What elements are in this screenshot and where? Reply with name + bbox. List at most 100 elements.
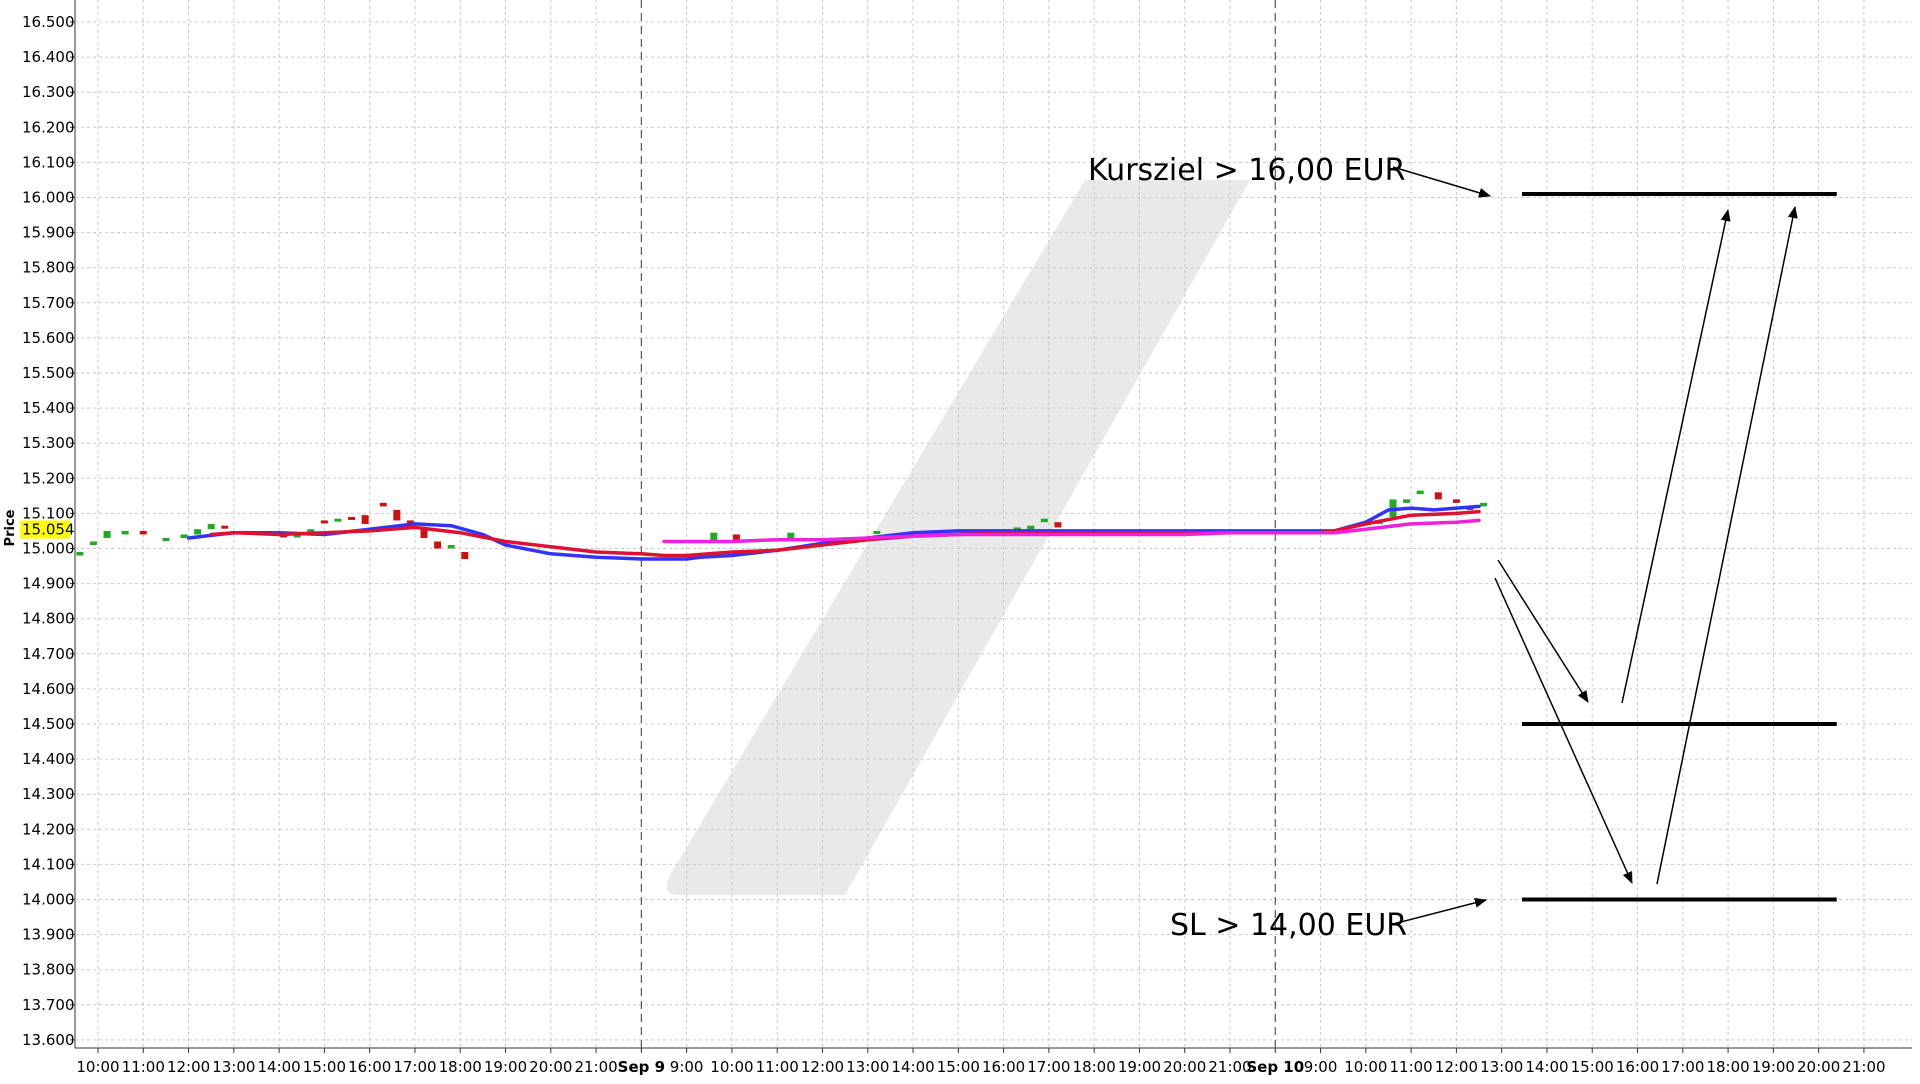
candle [293, 534, 301, 538]
x-tick-label: 20:00 [1797, 1058, 1840, 1076]
x-tick-label: 15:00 [937, 1058, 980, 1076]
candle [76, 552, 84, 556]
x-tick-label: 20:00 [1163, 1058, 1206, 1076]
x-axis: 10:00 11:00 12:00 13:00 14:00 15:00 16:00 17:00… [76, 1048, 1886, 1076]
x-tick-label: 14:00 [258, 1058, 301, 1076]
x-tick-label: 11:00 [1390, 1058, 1433, 1076]
x-tick-label: 14:00 [1525, 1058, 1568, 1076]
y-tick-label: 15.700 [22, 294, 75, 312]
x-tick-label: 13:00 [846, 1058, 889, 1076]
candle [434, 541, 442, 549]
x-tick-label: 10:00 [710, 1058, 753, 1076]
y-tick-label: 15.200 [22, 469, 75, 487]
candle [121, 530, 129, 535]
current-price-value: 15.054 [22, 521, 75, 539]
candle [180, 534, 188, 538]
y-tick-label: 14.000 [22, 891, 75, 909]
y-tick-label: 15.500 [22, 364, 75, 382]
candle [393, 509, 401, 521]
moving-average-lines [186, 504, 1481, 561]
candle [420, 529, 428, 538]
x-tick-label: 9:00 [1304, 1058, 1338, 1076]
y-tick-label: 14.100 [22, 855, 75, 873]
x-tick-label: 17:00 [1027, 1058, 1070, 1076]
candle [89, 541, 97, 545]
candle [348, 516, 356, 520]
candle [1452, 499, 1460, 503]
candle [221, 525, 229, 529]
candle [1054, 522, 1062, 528]
y-tick-label: 16.000 [22, 189, 75, 207]
y-tick-label: 14.900 [22, 575, 75, 593]
x-tick-label: 19:00 [484, 1058, 527, 1076]
x-tick-label: 21:00 [1842, 1058, 1885, 1076]
candle [710, 532, 718, 542]
candle [461, 552, 469, 560]
candle [1480, 502, 1488, 507]
x-tick-label: 12:00 [1435, 1058, 1478, 1076]
candle [139, 530, 147, 535]
x-tick-label: 11:00 [756, 1058, 799, 1076]
y-tick-label: 15.300 [22, 434, 75, 452]
y-tick-label: 13.900 [22, 926, 75, 944]
y-axis-label: Price [3, 509, 18, 546]
y-tick-label: 15.000 [22, 540, 75, 558]
candle [1416, 490, 1424, 495]
chart-grid [74, 0, 1912, 1049]
candle [361, 515, 369, 524]
y-tick-label: 16.500 [22, 13, 75, 31]
y-tick-label: 14.800 [22, 610, 75, 628]
y-tick-label: 15.800 [22, 259, 75, 277]
y-tick-label: 14.400 [22, 750, 75, 768]
x-tick-label: 13:00 [1480, 1058, 1523, 1076]
y-tick-label: 16.100 [22, 153, 75, 171]
y-tick-label: 16.200 [22, 118, 75, 136]
candle [1027, 525, 1035, 530]
candle [320, 520, 328, 524]
y-tick-label: 16.300 [22, 83, 75, 101]
candle [787, 532, 795, 538]
x-tick-label: 9:00 [670, 1058, 704, 1076]
x-tick-label: Sep 9 [618, 1058, 665, 1076]
candle [307, 529, 315, 533]
target-annotation: Kursziel > 16,00 EUR [1088, 153, 1405, 188]
x-tick-label: 18:00 [439, 1058, 482, 1076]
x-tick-label: 20:00 [529, 1058, 572, 1076]
current-price-tag: 15.054 [20, 520, 75, 539]
y-tick-label: 15.900 [22, 224, 75, 242]
candle [334, 518, 342, 522]
y-tick-label: 14.600 [22, 680, 75, 698]
watermark-shape [666, 180, 1250, 895]
y-tick-label: 13.700 [22, 996, 75, 1014]
y-tick-label: 14.200 [22, 820, 75, 838]
x-tick-label: 18:00 [1073, 1058, 1116, 1076]
y-tick-label: 16.400 [22, 48, 75, 66]
x-tick-label: 17:00 [1661, 1058, 1704, 1076]
candle [194, 529, 202, 535]
x-tick-label: 18:00 [1706, 1058, 1749, 1076]
candle [732, 534, 740, 542]
watermark-logo [666, 180, 1250, 895]
candle [1434, 492, 1442, 500]
stoploss-annotation: SL > 14,00 EUR [1170, 908, 1407, 943]
x-tick-label: 19:00 [1118, 1058, 1161, 1076]
candle [1403, 499, 1411, 503]
y-tick-label: 15.400 [22, 399, 75, 417]
y-tick-label: 15.600 [22, 329, 75, 347]
x-tick-label: 16:00 [982, 1058, 1025, 1076]
annotation-arrow [1656, 206, 1798, 885]
annotation-arrows [1392, 166, 1798, 925]
y-tick-label: 14.500 [22, 715, 75, 733]
annotation-arrow [1621, 209, 1731, 704]
y-tick-label: 14.700 [22, 645, 75, 663]
x-tick-label: 19:00 [1752, 1058, 1795, 1076]
candle [162, 537, 170, 541]
y-tick-label: 15.100 [22, 504, 75, 522]
x-tick-label: 21:00 [1208, 1058, 1251, 1076]
x-tick-label: 17:00 [393, 1058, 436, 1076]
annotation-arrow [1392, 166, 1491, 198]
x-tick-label: 15:00 [1571, 1058, 1614, 1076]
annotation-arrow [1494, 577, 1633, 884]
